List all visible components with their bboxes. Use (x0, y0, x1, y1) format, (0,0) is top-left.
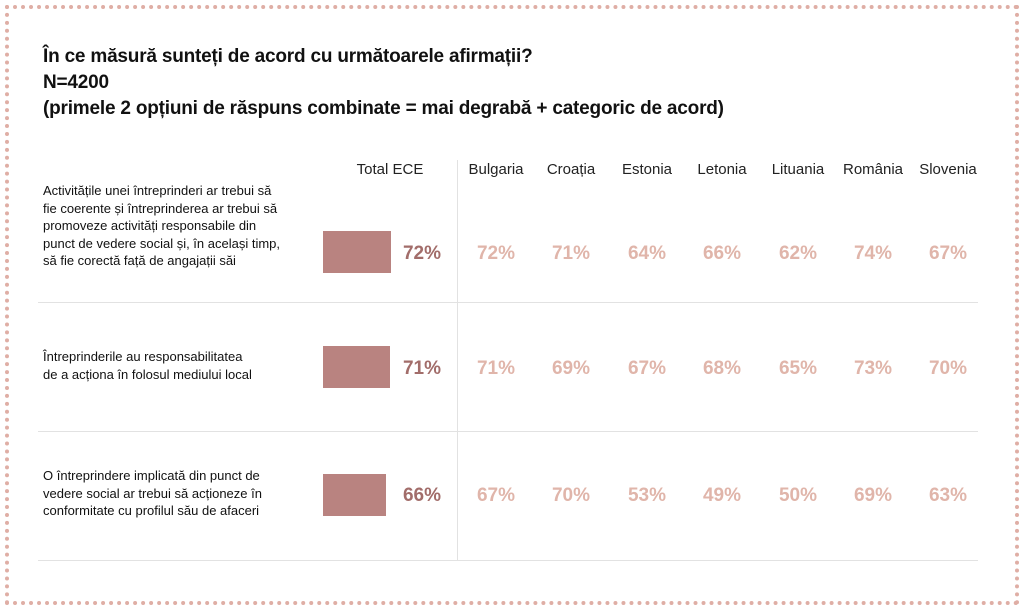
row-label-line: O întreprindere implicată din punct de (43, 468, 260, 483)
value-bulgaria: 72% (476, 243, 516, 264)
row-label-line: vedere social ar trebui să acționeze în (43, 485, 262, 501)
value-lituania: 62% (778, 243, 818, 264)
dotted-frame (5, 5, 1019, 605)
value-letonia: 49% (702, 485, 742, 506)
row-label-local-environment: Întreprinderile au responsabilitatea de … (43, 348, 252, 383)
value-letonia: 66% (702, 243, 742, 264)
value-croatia: 69% (551, 358, 591, 379)
total-value-label: 71% (402, 358, 442, 379)
col-header-total-ece: Total ECE (356, 161, 424, 178)
col-header-lituania: Lituania (771, 161, 825, 178)
title-sample-size: N=4200 (43, 72, 109, 93)
total-bar (323, 231, 391, 273)
value-bulgaria: 67% (476, 485, 516, 506)
chart-title: În ce măsură sunteți de acord cu următoa… (43, 44, 724, 122)
total-bar (323, 346, 390, 388)
total-bar (323, 474, 386, 516)
col-header-bulgaria: Bulgaria (468, 161, 524, 178)
value-romania: 74% (853, 243, 893, 264)
row-label-line: conformitate cu profilul său de afaceri (43, 503, 260, 518)
row-label-line: să fie corectă față de angajații săi (43, 253, 236, 268)
value-estonia: 64% (627, 243, 667, 264)
value-croatia: 71% (551, 243, 591, 264)
value-slovenia: 63% (928, 485, 968, 506)
column-divider (457, 160, 458, 560)
row-label-coherent-activities: Activitățile unei întreprinderi ar trebu… (43, 182, 280, 270)
value-lituania: 65% (778, 358, 818, 379)
value-lituania: 50% (778, 485, 818, 506)
row-label-line: fie coerente și întreprinderea ar trebui… (43, 200, 278, 216)
value-romania: 69% (853, 485, 893, 506)
col-header-croatia: Croația (546, 161, 596, 178)
row-divider-3 (38, 560, 978, 561)
value-letonia: 68% (702, 358, 742, 379)
total-value-label: 66% (402, 485, 442, 506)
row-label-business-profile: O întreprindere implicată din punct de v… (43, 467, 262, 520)
total-value-label: 72% (402, 243, 442, 264)
col-header-slovenia: Slovenia (919, 161, 977, 178)
value-croatia: 70% (551, 485, 591, 506)
row-label-line: Activitățile unei întreprinderi ar trebu… (43, 183, 272, 198)
row-divider-1 (38, 302, 978, 303)
title-question: În ce măsură sunteți de acord cu următoa… (43, 46, 533, 67)
row-label-line: promoveze activități responsabile din (43, 218, 257, 233)
title-note: (primele 2 opțiuni de răspuns combinate … (43, 98, 724, 119)
row-label-line: de a acționa în folosul mediului local (43, 366, 252, 382)
value-slovenia: 70% (928, 358, 968, 379)
col-header-letonia: Letonia (697, 161, 747, 178)
value-bulgaria: 71% (476, 358, 516, 379)
value-estonia: 53% (627, 485, 667, 506)
col-header-estonia: Estonia (621, 161, 673, 178)
row-label-line: punct de vedere social și, în același ti… (43, 235, 281, 251)
row-label-line: Întreprinderile au responsabilitatea (43, 349, 243, 364)
value-romania: 73% (853, 358, 893, 379)
value-slovenia: 67% (928, 243, 968, 264)
col-header-romania: România (842, 161, 904, 178)
value-estonia: 67% (627, 358, 667, 379)
row-divider-2 (38, 431, 978, 432)
